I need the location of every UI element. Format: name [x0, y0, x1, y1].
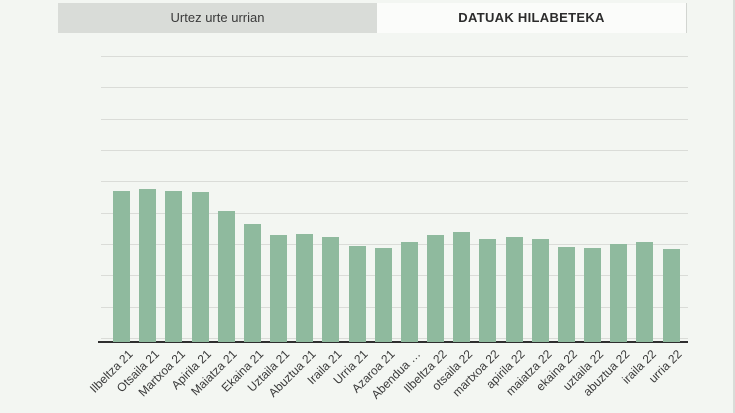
tab-divider [686, 3, 687, 33]
gridline [101, 181, 688, 183]
gridline [101, 87, 688, 89]
bar-ekaina-22[interactable] [557, 247, 575, 342]
bar-uztaila-22[interactable] [584, 247, 602, 342]
bar-ilbeltza-21[interactable] [113, 190, 130, 342]
bar-urria-22[interactable] [662, 249, 680, 342]
gridline [101, 243, 688, 245]
bar-iraila-22[interactable] [636, 242, 654, 342]
bar-ilbeltza-22[interactable] [427, 235, 445, 342]
bar-otsaila-21[interactable] [139, 189, 157, 342]
gridline [101, 149, 688, 151]
gridline [101, 118, 688, 120]
bar-urria-21[interactable] [348, 246, 366, 342]
bar-maiatza-22[interactable] [531, 239, 549, 342]
bar-apirila-21[interactable] [191, 191, 209, 342]
bar-azaroa-21[interactable] [374, 247, 392, 342]
bar-apirila-22[interactable] [505, 236, 523, 342]
bar-ekaina-21[interactable] [243, 223, 261, 342]
gridline [101, 275, 688, 277]
bar-abendua[interactable] [400, 242, 418, 342]
bar-martxoa-21[interactable] [165, 190, 183, 342]
bar-abuztua-22[interactable] [610, 243, 628, 342]
bar-uztaila-21[interactable] [270, 235, 288, 342]
bar-abuztua-21[interactable] [296, 233, 314, 342]
gridline [101, 212, 688, 214]
gridline [101, 306, 688, 308]
bar-otsaila-22[interactable] [453, 231, 471, 342]
tab-urtez-urte-urrian[interactable]: Urtez urte urrian [58, 3, 377, 33]
bar-maiatza-21[interactable] [217, 210, 235, 342]
tab-datuak-hilabeteka[interactable]: DATUAK HILABETEKA [377, 3, 686, 33]
gridline [101, 337, 688, 339]
gridline [101, 56, 688, 57]
bar-martxoa-22[interactable] [479, 238, 497, 342]
bar-iraila-21[interactable] [322, 237, 340, 342]
x-axis-line [98, 341, 688, 343]
